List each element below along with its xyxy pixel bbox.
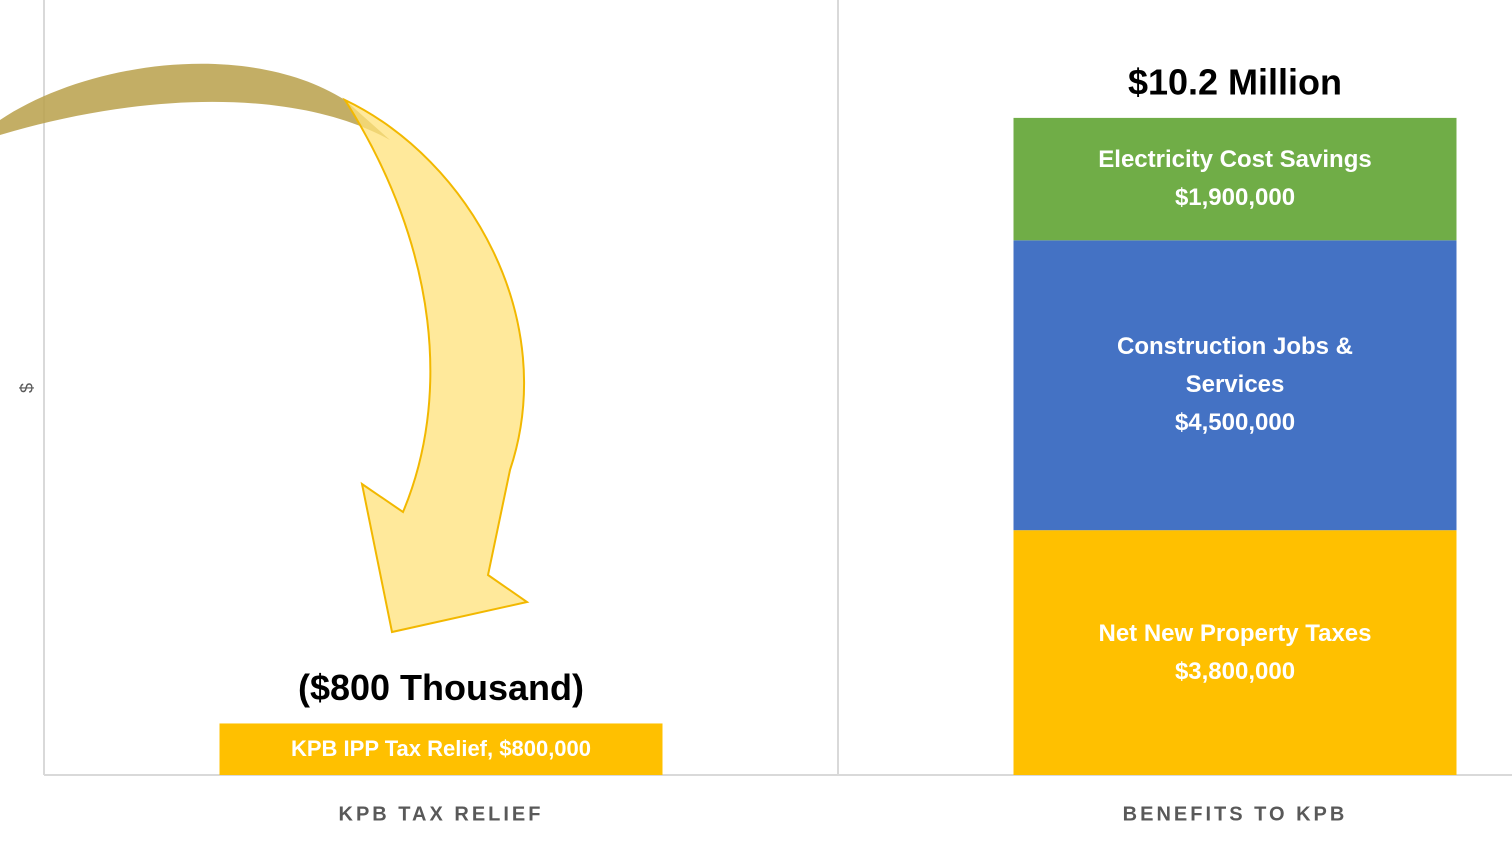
value-label: $800,000 (499, 736, 591, 761)
series-name: KPB IPP Tax Relief, (291, 736, 493, 761)
value-label: $4,500,000 (1175, 409, 1295, 436)
series-name: Electricity Cost Savings (1098, 146, 1371, 173)
arrow (345, 100, 527, 632)
value-label: $1,900,000 (1175, 184, 1295, 211)
x-tick-label: BENEFITS TO KPB (1123, 803, 1348, 825)
data-label: Construction Jobs & Services $4,500,000 (1065, 328, 1405, 442)
value-label: $3,800,000 (1175, 658, 1295, 685)
total-label: $10.2 Million (1128, 61, 1342, 102)
data-label: KPB IPP Tax Relief, $800,000 (291, 730, 591, 768)
data-label: Electricity Cost Savings $1,900,000 (1065, 141, 1405, 217)
arrow-back (0, 64, 390, 140)
y-axis-label: $ (17, 383, 37, 393)
data-label: Net New Property Taxes $3,800,000 (1065, 615, 1405, 691)
x-tick-label: KPB TAX RELIEF (339, 803, 544, 825)
series-name: Net New Property Taxes (1099, 620, 1372, 647)
series-name: Construction Jobs & Services (1117, 333, 1353, 398)
total-label: ($800 Thousand) (298, 667, 584, 708)
page: $ KPB TAX RELIEF ($800 Thousand) BENEFITS … (0, 0, 1512, 843)
